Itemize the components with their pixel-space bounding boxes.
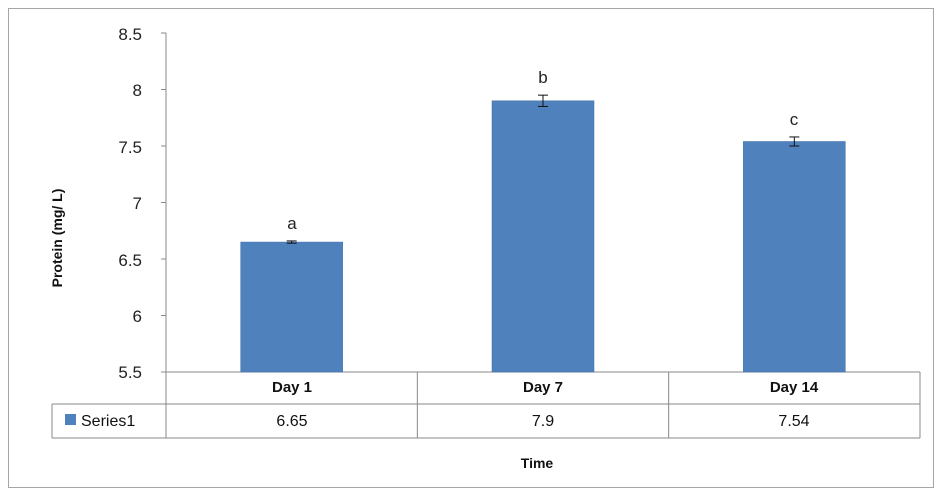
bar-annotation: a (287, 214, 297, 233)
x-category-label: Day 1 (272, 379, 312, 396)
y-tick-label: 8 (133, 81, 142, 100)
legend-swatch (65, 414, 76, 425)
x-category-label: Day 7 (523, 379, 563, 396)
data-table-value: 7.54 (778, 413, 809, 430)
data-table-value: 6.65 (276, 413, 307, 430)
y-axis-title: Protein (mg/ L) (49, 189, 65, 288)
y-tick-label: 5.5 (118, 363, 142, 382)
bar-annotation: c (790, 110, 799, 129)
data-table-value: 7.9 (532, 413, 554, 430)
y-tick-label: 7.5 (118, 138, 142, 157)
legend-series-name: Series1 (81, 413, 135, 430)
y-tick-label: 8.5 (118, 25, 142, 44)
bar (240, 241, 343, 373)
bar (743, 141, 846, 373)
bar (491, 100, 595, 373)
bar-annotation: b (538, 68, 547, 87)
y-tick-label: 7 (133, 194, 142, 213)
x-axis-title: Time (521, 455, 554, 471)
x-category-label: Day 14 (770, 379, 819, 396)
y-tick-label: 6 (133, 307, 142, 326)
y-tick-label: 6.5 (118, 251, 142, 270)
